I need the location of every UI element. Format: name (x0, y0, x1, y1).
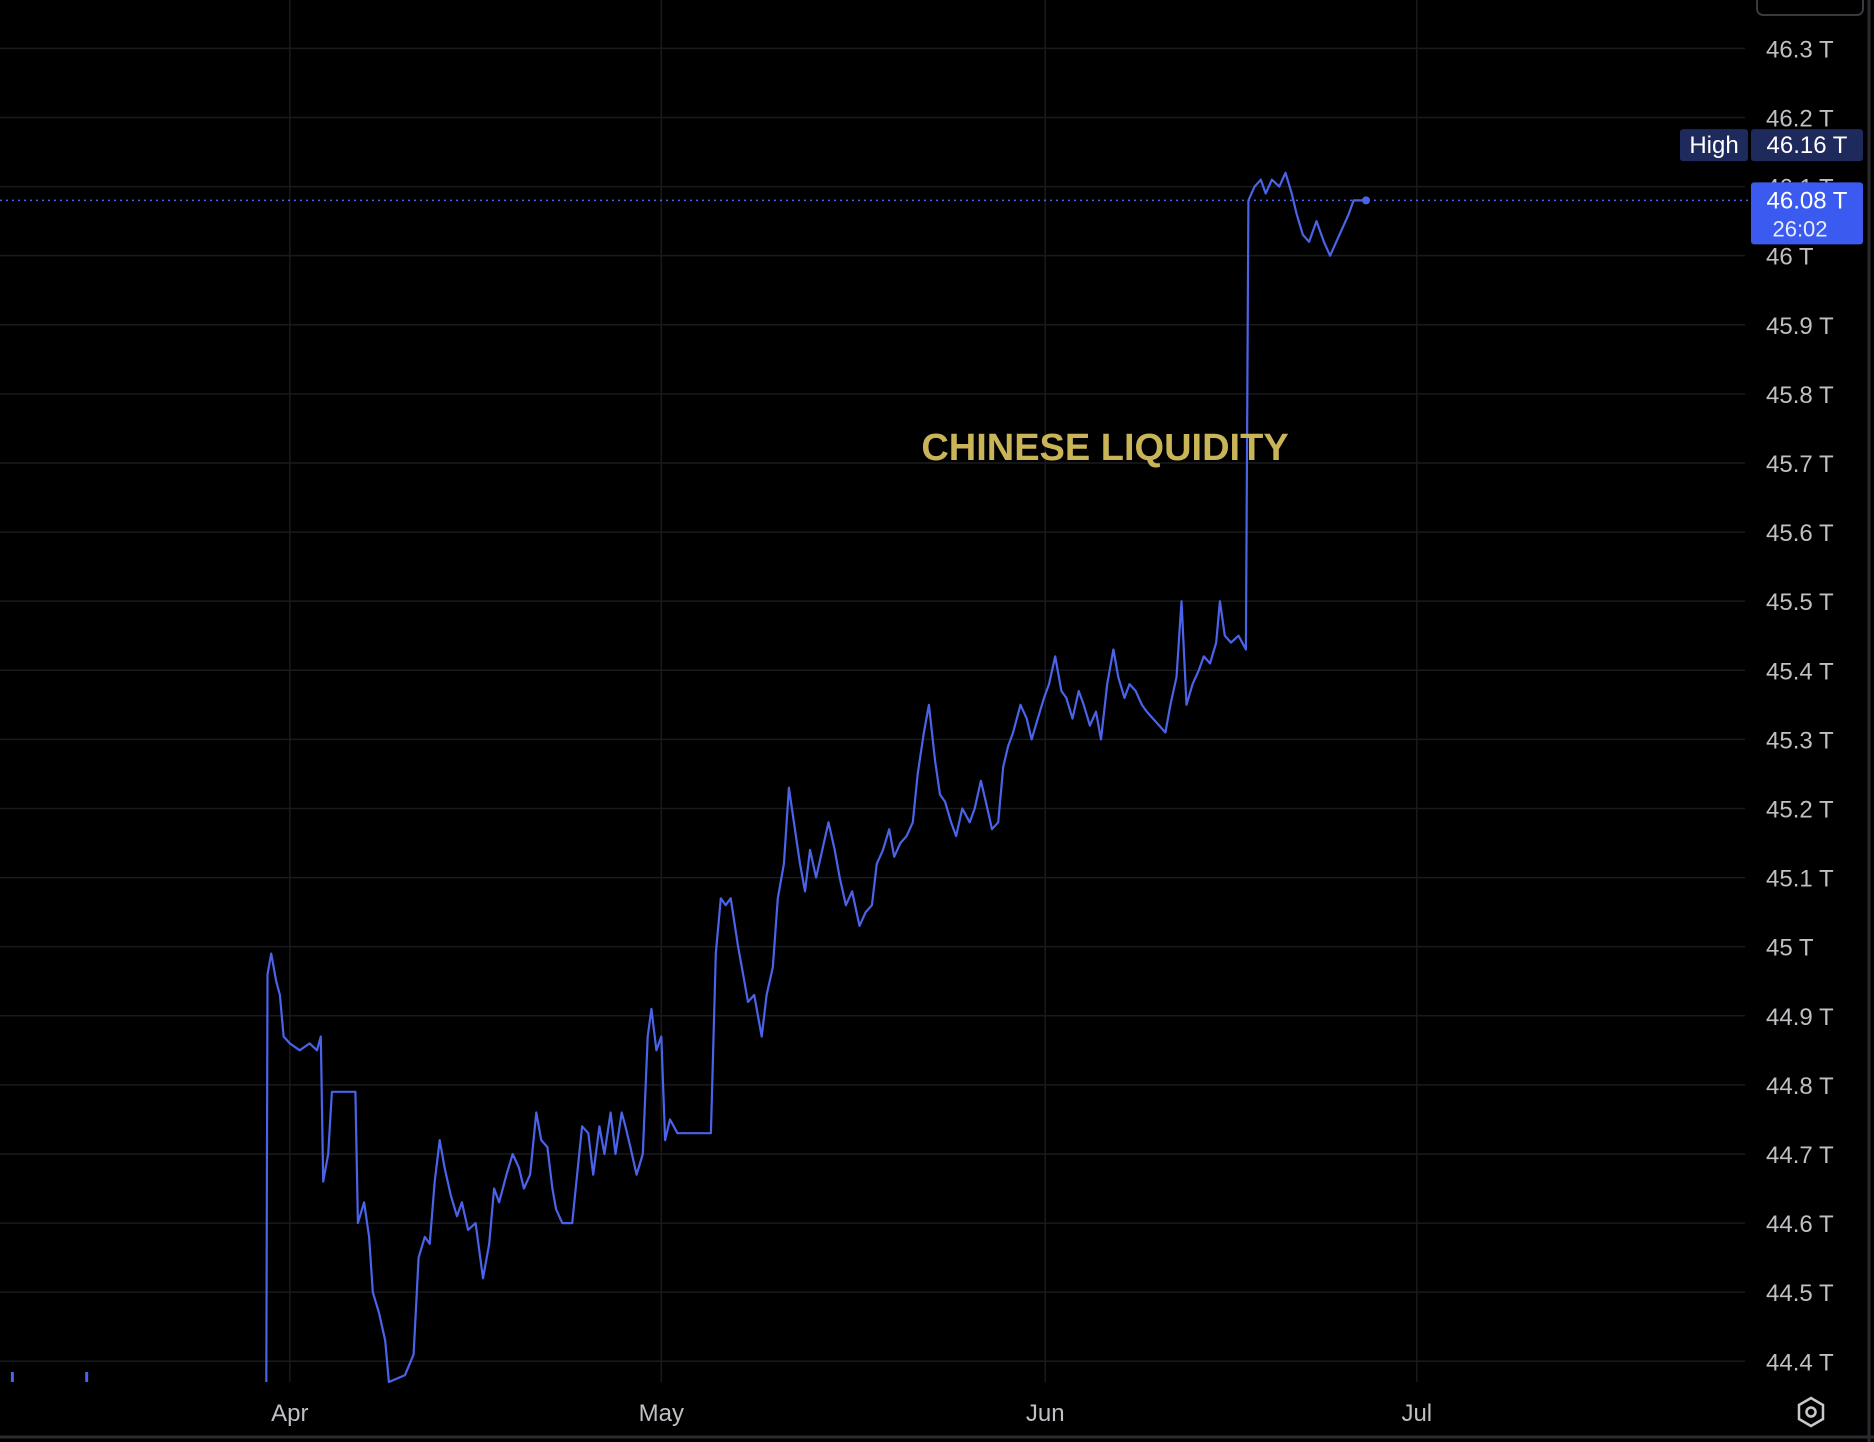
countdown-text: 26:02 (1772, 216, 1827, 241)
x-tick-label: May (639, 1400, 684, 1427)
y-tick-label: 45 T (1766, 935, 1814, 962)
x-tick-label: Jul (1401, 1400, 1432, 1427)
grid-lines (0, 0, 1745, 1382)
high-value-text: 46.16 T (1767, 132, 1848, 159)
chart-title: CHINESE LIQUIDITY (921, 427, 1288, 469)
y-tick-label: 46.3 T (1766, 36, 1834, 63)
high-value-badge (1751, 129, 1863, 162)
axis-corner-box (1756, 0, 1864, 16)
y-tick-label: 45.5 T (1766, 589, 1834, 616)
y-tick-label: 44.4 T (1766, 1349, 1834, 1376)
high-label-tag (1680, 129, 1748, 162)
y-tick-label: 44.7 T (1766, 1142, 1834, 1169)
last-value-badge (1751, 182, 1863, 245)
y-tick-label: 44.6 T (1766, 1211, 1834, 1238)
y-tick-label: 46.2 T (1766, 105, 1834, 132)
y-axis[interactable]: 46.3 T46.2 T46.1 T46 T45.9 T45.8 T45.7 T… (1766, 36, 1834, 1376)
y-tick-label: 45.8 T (1766, 382, 1834, 409)
y-tick-label: 45.4 T (1766, 658, 1834, 685)
x-tick-label: Apr (271, 1400, 308, 1427)
y-tick-label: 45.3 T (1766, 727, 1834, 754)
last-point-dot (1362, 196, 1371, 205)
y-tick-label: 44.8 T (1766, 1073, 1834, 1100)
settings-hexagon-icon[interactable] (1797, 1396, 1825, 1428)
y-tick-label: 45.6 T (1766, 520, 1834, 547)
y-tick-label: 45.7 T (1766, 451, 1834, 478)
high-label-text: High (1689, 132, 1738, 159)
series-line (265, 171, 1366, 1384)
y-tick-label: 46 T (1766, 244, 1814, 271)
left-edge-markers (10, 1372, 89, 1382)
y-tick-label: 45.1 T (1766, 866, 1834, 893)
y-tick-label: 45.2 T (1766, 796, 1834, 823)
y-tick-label: 44.9 T (1766, 1004, 1834, 1031)
x-tick-label: Jun (1026, 1400, 1065, 1427)
x-axis[interactable]: Apr May Jun Jul (271, 1400, 1432, 1427)
price-badges: High 46.16 T 46.08 T26:02 (1680, 129, 1863, 245)
y-tick-label: 44.5 T (1766, 1280, 1834, 1307)
last-value-text: 46.08 T (1767, 187, 1848, 214)
y-tick-label: 45.9 T (1766, 313, 1834, 340)
